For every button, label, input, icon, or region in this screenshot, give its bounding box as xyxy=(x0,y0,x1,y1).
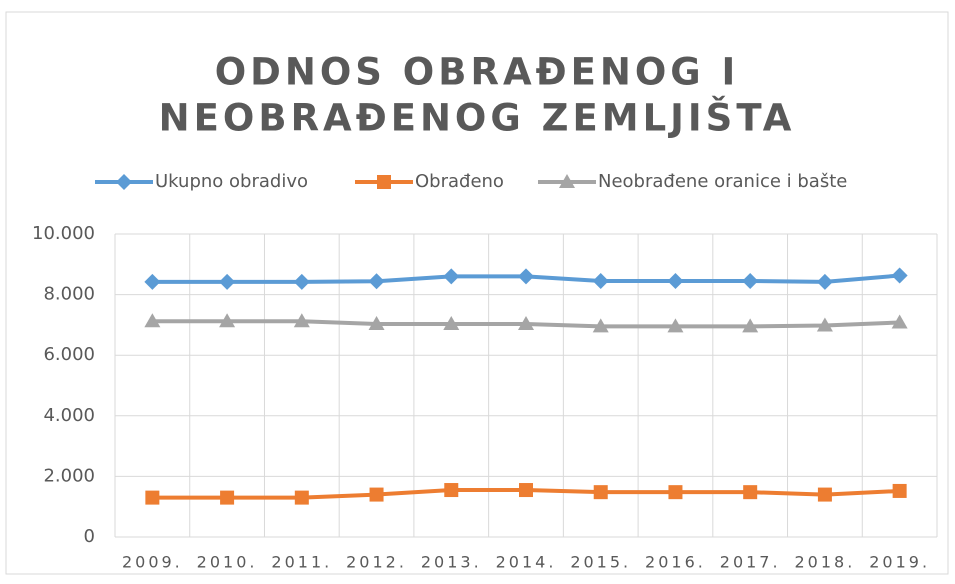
point-marker xyxy=(592,318,609,333)
point-marker xyxy=(369,487,384,502)
x-tick-label: 2012. xyxy=(346,553,407,572)
point-marker xyxy=(816,317,833,332)
chart-border xyxy=(5,11,949,575)
x-tick-label: 2010. xyxy=(197,553,258,572)
y-tick-label: 6.000 xyxy=(43,344,95,365)
x-tick-label: 2014. xyxy=(496,553,557,572)
y-tick-label: 10.000 xyxy=(32,223,95,244)
point-marker xyxy=(667,272,684,289)
point-marker xyxy=(743,485,758,500)
point-marker xyxy=(742,318,759,333)
point-marker xyxy=(817,487,832,502)
point-marker xyxy=(518,315,534,330)
x-tick-label: 2011. xyxy=(271,553,332,572)
point-marker xyxy=(891,267,908,284)
x-tick-label: 2016. xyxy=(645,553,706,572)
y-tick-label: 4.000 xyxy=(43,405,95,426)
point-marker xyxy=(368,273,385,290)
chart-title: NEOBRAĐENOG ZEMLJIŠTA xyxy=(159,96,796,140)
point-marker xyxy=(144,273,161,290)
legend-marker xyxy=(116,174,132,190)
legend-label: Neobrađene oranice i bašte xyxy=(598,171,847,192)
point-marker xyxy=(891,314,908,329)
point-marker xyxy=(220,490,235,505)
legend-label: Ukupno obradivo xyxy=(155,171,308,192)
legend-marker xyxy=(559,174,575,188)
point-marker xyxy=(144,313,161,328)
point-marker xyxy=(668,485,683,500)
chart-title: ODNOS OBRAĐENOG I xyxy=(215,51,740,94)
point-marker xyxy=(742,272,759,289)
point-marker xyxy=(519,483,533,498)
point-marker xyxy=(219,313,236,328)
point-marker xyxy=(518,268,534,285)
point-marker xyxy=(219,273,236,290)
point-marker xyxy=(294,490,309,505)
point-marker xyxy=(293,273,310,290)
legend-marker xyxy=(377,175,391,189)
y-tick-label: 0 xyxy=(84,526,95,547)
legend-label: Obrađeno xyxy=(415,171,504,192)
point-marker xyxy=(816,273,833,290)
y-tick-label: 2.000 xyxy=(43,465,95,486)
point-marker xyxy=(444,483,459,498)
x-tick-label: 2009. xyxy=(122,553,183,572)
point-marker xyxy=(443,268,460,285)
x-tick-label: 2015. xyxy=(570,553,631,572)
point-marker xyxy=(293,313,310,328)
point-marker xyxy=(667,318,684,333)
point-marker xyxy=(443,315,460,330)
point-marker xyxy=(368,315,385,330)
x-tick-label: 2018. xyxy=(795,553,856,572)
point-marker xyxy=(145,490,160,505)
point-marker xyxy=(593,485,608,500)
y-tick-label: 8.000 xyxy=(43,284,95,305)
x-tick-label: 2019. xyxy=(869,553,930,572)
x-tick-label: 2017. xyxy=(720,553,781,572)
x-tick-label: 2013. xyxy=(421,553,482,572)
point-marker xyxy=(592,272,609,289)
point-marker xyxy=(892,483,907,498)
